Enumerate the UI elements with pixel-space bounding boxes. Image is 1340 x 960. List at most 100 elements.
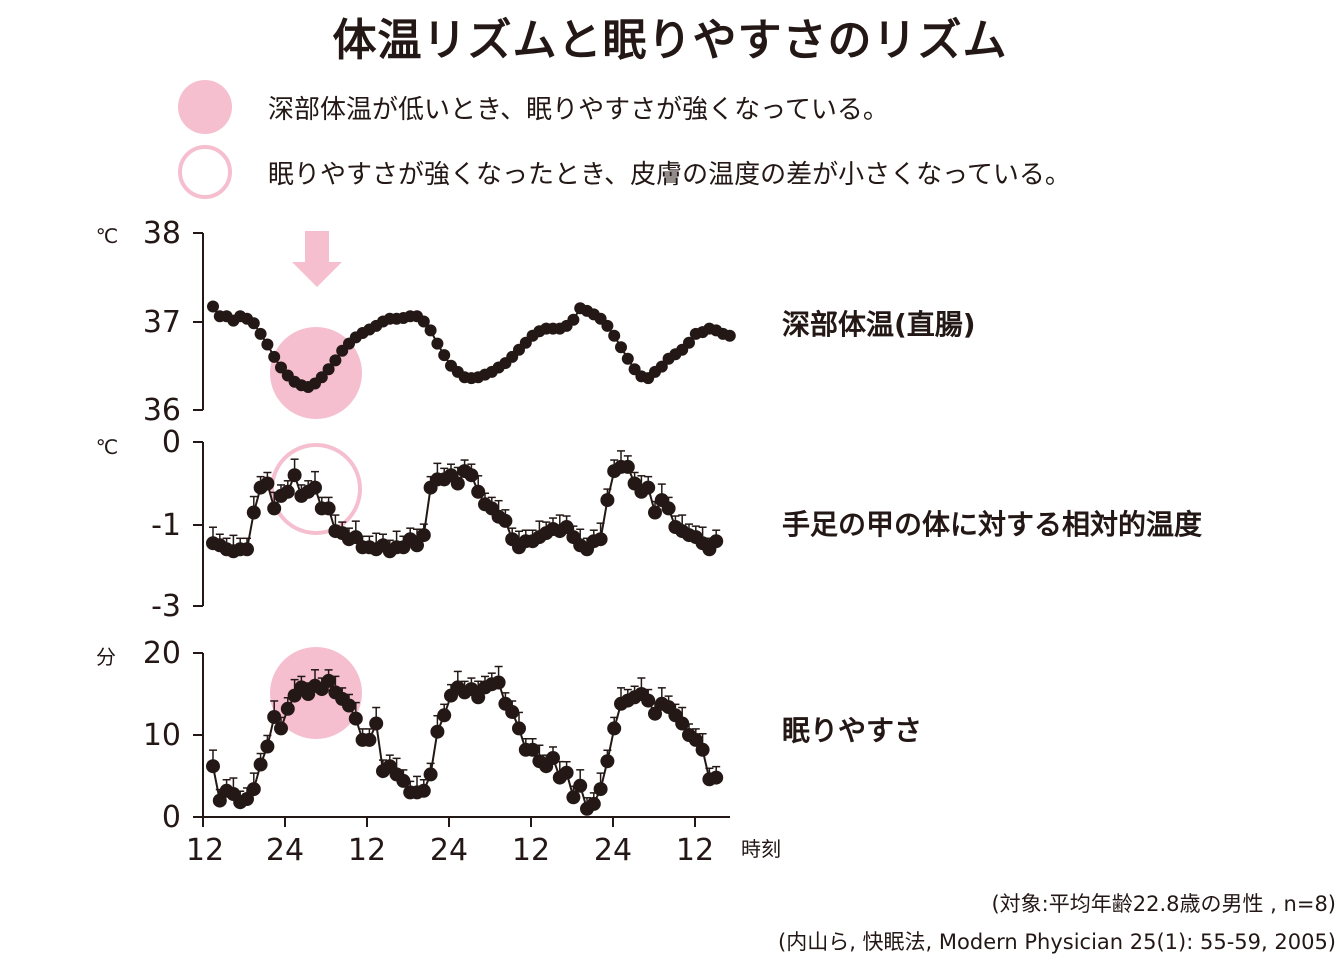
data-point <box>641 693 656 708</box>
data-point <box>212 793 227 808</box>
data-point <box>348 711 363 726</box>
panel-1: 38 37 36 ℃ 深部体温(直腸) <box>96 216 976 428</box>
data-point <box>267 501 282 516</box>
data-point <box>315 371 328 384</box>
series-label: 眠りやすさ <box>782 714 922 747</box>
data-point <box>431 337 444 350</box>
data-point <box>308 480 322 495</box>
data-point <box>362 732 377 747</box>
data-point <box>593 532 608 547</box>
data-point <box>573 778 588 793</box>
x-axis: 12 24 12 24 12 24 12 時刻 <box>186 816 781 868</box>
data-point <box>620 459 635 474</box>
data-point <box>661 501 676 516</box>
data-point <box>600 754 615 769</box>
data-point <box>655 360 668 373</box>
data-point <box>615 341 627 354</box>
source-note-citation: (内山ら, 快眠法, Modern Physician 25(1): 55-59… <box>778 930 1336 954</box>
filled-circle-icon <box>178 80 232 134</box>
data-point <box>688 732 703 747</box>
x-tick-label: 12 <box>512 833 550 868</box>
y-unit-label: ℃ <box>96 224 118 248</box>
data-point <box>207 300 219 313</box>
data-point <box>417 315 430 328</box>
data-point <box>423 767 438 782</box>
data-point <box>322 363 335 376</box>
data-point <box>600 493 615 508</box>
data-point <box>410 538 424 553</box>
x-tick-label: 24 <box>430 833 468 868</box>
data-point <box>280 701 295 716</box>
data-point <box>546 751 560 765</box>
data-point <box>424 324 437 337</box>
data-point <box>566 790 581 805</box>
x-tick-label: 24 <box>594 833 632 868</box>
series-label: 深部体温(直腸) <box>782 308 976 341</box>
data-point <box>416 783 431 798</box>
data-point <box>648 505 662 520</box>
data-point <box>471 690 486 705</box>
data-point <box>471 484 486 499</box>
data-point <box>438 349 451 362</box>
y-tick-label: 36 <box>143 393 181 428</box>
ring-circle-icon <box>270 443 362 535</box>
ring-circle-icon <box>178 145 232 199</box>
data-point <box>525 742 540 757</box>
series-label: 手足の甲の体に対する相対的温度 <box>782 508 1202 541</box>
x-tick-label: 24 <box>266 833 304 868</box>
y-unit-label: ℃ <box>96 435 118 459</box>
data-point <box>321 501 336 516</box>
data-point <box>240 542 254 557</box>
data-point <box>430 724 445 739</box>
y-tick-label: 38 <box>143 216 181 251</box>
data-point <box>274 721 288 736</box>
y-unit-label: 分 <box>96 645 116 669</box>
y-tick-label: 20 <box>143 636 181 671</box>
x-tick-label: 12 <box>186 833 224 868</box>
data-point <box>601 319 614 332</box>
legend-item-ring: 眠りやすさが強くなったとき、皮膚の温度の差が小さくなっている。 <box>178 145 1071 199</box>
data-point <box>709 534 724 549</box>
data-point <box>246 782 261 797</box>
data-point <box>559 765 574 780</box>
data-point <box>709 770 724 785</box>
data-point <box>348 530 363 545</box>
data-point <box>260 476 275 491</box>
data-point <box>621 352 634 365</box>
legend-label: 深部体温が低いとき、眠りやすさが強くなっている。 <box>268 94 889 125</box>
y-tick-label: 10 <box>143 718 181 753</box>
data-point <box>253 757 268 772</box>
data-point <box>437 708 452 723</box>
data-point <box>329 354 342 367</box>
panel-2: 0 -1 -3 ℃ 手足の甲の体に対する相対的温度 <box>96 425 1202 624</box>
y-tick-label: -3 <box>151 589 181 624</box>
data-point <box>369 716 384 731</box>
data-point <box>275 361 287 374</box>
data-point <box>593 782 608 797</box>
y-tick-label: 37 <box>143 305 181 340</box>
data-point <box>396 773 411 788</box>
data-point <box>567 313 580 326</box>
data-point <box>559 520 574 534</box>
data-point <box>608 329 621 342</box>
down-arrow-icon <box>292 231 342 287</box>
data-point <box>267 710 282 724</box>
data-point <box>342 698 356 713</box>
data-point <box>723 329 736 342</box>
data-point <box>464 468 479 483</box>
data-point <box>287 468 302 483</box>
data-point <box>498 513 513 528</box>
data-point <box>512 721 526 736</box>
data-point <box>206 759 220 774</box>
data-point <box>641 480 656 495</box>
y-tick-label: -1 <box>151 508 181 543</box>
x-tick-label: 12 <box>348 833 386 868</box>
data-point <box>321 673 336 688</box>
y-tick-label: 0 <box>162 800 181 835</box>
data-point <box>491 675 506 690</box>
data-point <box>450 476 465 491</box>
data-point <box>586 796 601 811</box>
data-point <box>607 721 622 736</box>
